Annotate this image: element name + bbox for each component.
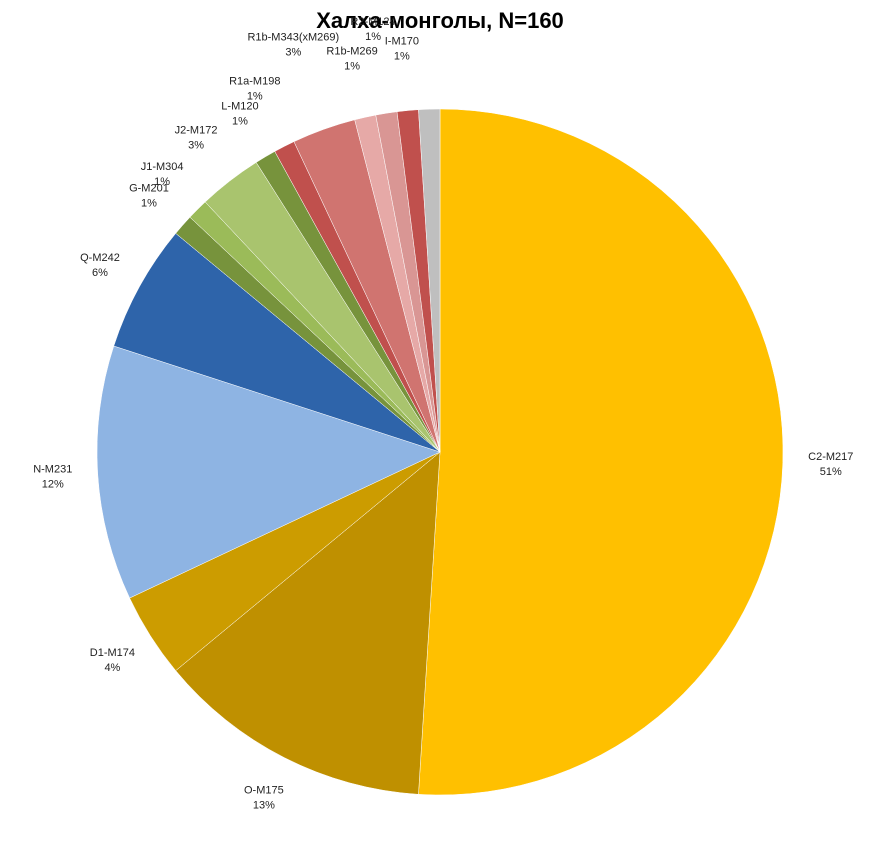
pie-slice — [175, 451, 441, 795]
slice-label: R1b-M343(xM269) — [247, 32, 339, 44]
slice-label: C2-M217 — [808, 451, 853, 463]
slice-label: Q-M242 — [80, 252, 120, 264]
slice-value-label: 1% — [344, 61, 360, 73]
slice-label: N-M231 — [33, 463, 72, 475]
slice-value-label: 1% — [365, 31, 381, 43]
slice-label: G-M201 — [129, 182, 169, 194]
slice-value-label: 1% — [232, 116, 248, 128]
slice-value-label: 1% — [247, 90, 263, 102]
pie-slice — [113, 233, 441, 453]
pie-slice — [418, 108, 784, 796]
slice-label: O-M175 — [244, 785, 284, 797]
slice-label: I-M170 — [385, 36, 419, 48]
slice-value-label: 12% — [42, 478, 64, 490]
slice-label: L-M120 — [221, 101, 258, 113]
slice-value-label: 3% — [285, 47, 301, 59]
slice-label: R1b-M269 — [326, 46, 377, 58]
slice-value-label: 13% — [253, 800, 275, 812]
slice-value-label: 1% — [141, 197, 157, 209]
slice-value-label: 1% — [154, 176, 170, 188]
slice-value-label: 3% — [188, 139, 204, 151]
slice-value-label: 4% — [104, 662, 120, 674]
slice-value-label: 51% — [820, 466, 842, 478]
slice-label: R2-M124 — [350, 16, 395, 28]
slice-label: J1-M304 — [141, 161, 184, 173]
slice-value-label: 1% — [394, 51, 410, 63]
pie-slice — [418, 108, 441, 453]
slice-label: D1-M174 — [90, 647, 135, 659]
pie-slice — [96, 345, 441, 599]
slice-label: R1a-M198 — [229, 75, 280, 87]
slice-label: J2-M172 — [175, 124, 218, 136]
chart-title: Халха-монголы, N=160 — [316, 8, 564, 33]
slice-value-label: 6% — [92, 267, 108, 279]
